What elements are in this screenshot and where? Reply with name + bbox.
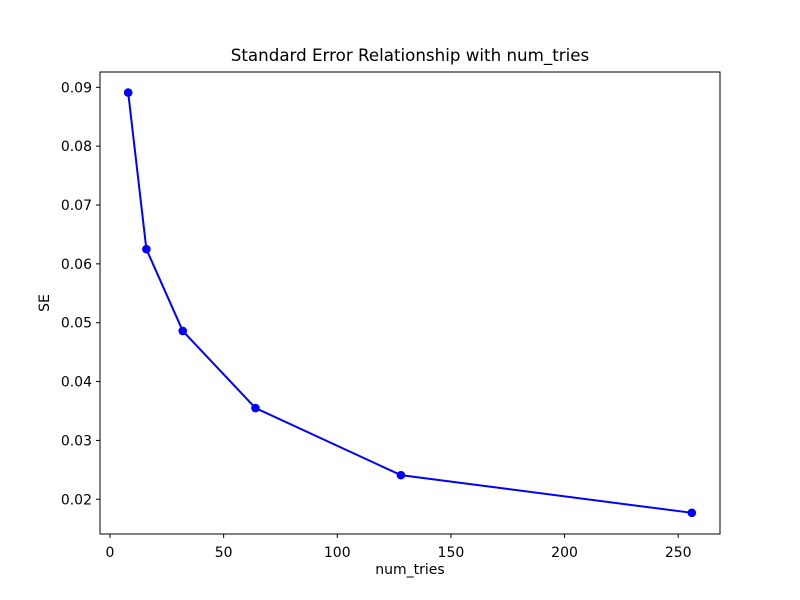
x-tick-label: 250 xyxy=(665,545,692,561)
y-tick-label: 0.07 xyxy=(61,198,92,214)
y-tick-label: 0.02 xyxy=(61,492,92,508)
data-point-marker xyxy=(396,470,406,480)
plot-area-border xyxy=(99,71,721,535)
y-axis-ticks: 0.02 0.03 0.04 0.05 0.06 0.07 0.08 0.09 xyxy=(61,80,100,508)
y-tick-label: 0.09 xyxy=(61,80,92,96)
x-tick-label: 150 xyxy=(438,545,465,561)
y-tick-label: 0.03 xyxy=(61,433,92,449)
x-axis-label: num_tries xyxy=(375,562,444,578)
data-point-markers xyxy=(123,88,697,518)
data-point-marker xyxy=(142,244,151,254)
y-tick-label: 0.08 xyxy=(61,139,92,155)
y-tick-label: 0.05 xyxy=(61,316,92,332)
x-tick-label: 200 xyxy=(551,545,578,561)
y-axis-label: SE xyxy=(37,294,53,312)
data-point-marker xyxy=(687,508,697,518)
x-tick-label: 0 xyxy=(106,545,115,561)
x-axis-ticks: 0 50 100 150 200 250 xyxy=(106,534,692,561)
data-point-marker xyxy=(178,326,188,336)
data-line xyxy=(127,92,692,514)
x-tick-label: 100 xyxy=(324,545,351,561)
x-tick-label: 50 xyxy=(215,545,233,561)
data-point-marker xyxy=(123,88,133,97)
y-tick-label: 0.06 xyxy=(61,257,92,273)
chart-title: Standard Error Relationship with num_tri… xyxy=(231,45,589,66)
y-tick-label: 0.04 xyxy=(61,375,92,391)
data-point-marker xyxy=(251,403,260,413)
